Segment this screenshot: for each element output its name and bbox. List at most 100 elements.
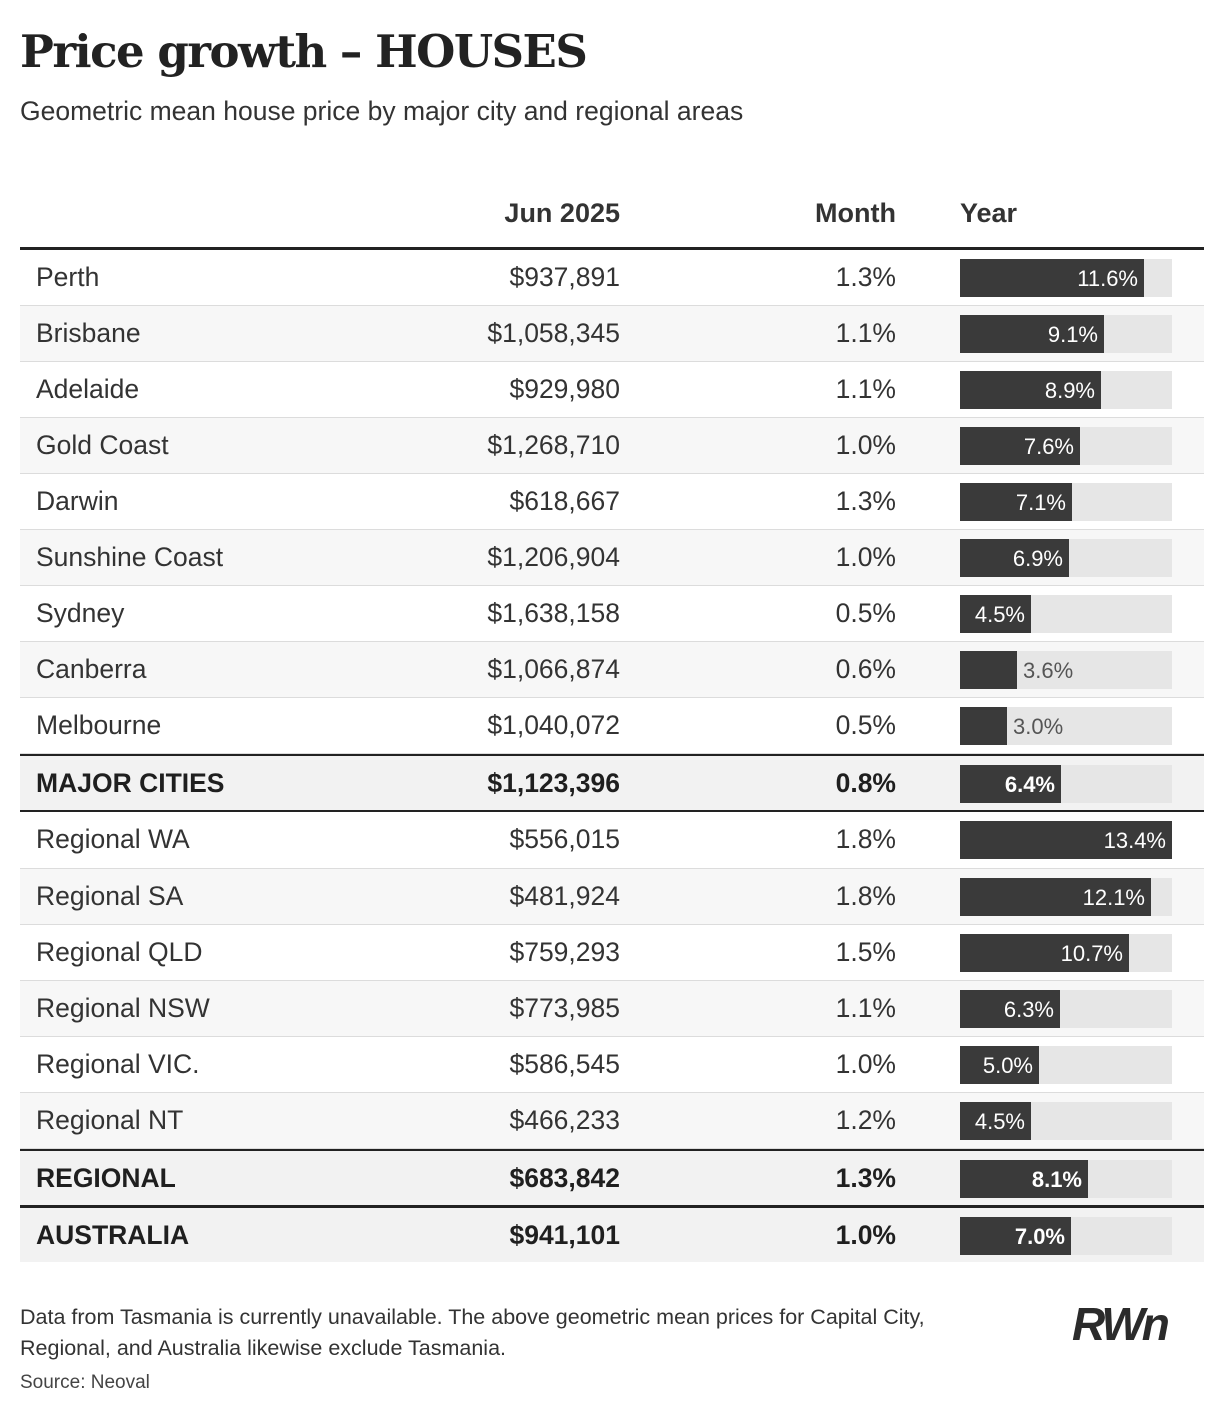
month-change-cell: 1.2% — [835, 1105, 896, 1135]
year-bar-track: 6.4% — [960, 765, 1172, 803]
row-label: Adelaide — [36, 374, 140, 404]
month-change-cell: 1.3% — [835, 1163, 896, 1193]
year-bar-track: 5.0% — [960, 1046, 1172, 1084]
year-bar-track: 12.1% — [960, 878, 1172, 916]
rwn-logo: RWn — [1072, 1298, 1172, 1346]
month-change-cell: 1.1% — [835, 374, 896, 404]
year-bar — [960, 707, 1007, 745]
price-cell: $773,985 — [509, 993, 620, 1023]
price-cell: $1,123,396 — [487, 768, 620, 798]
summary-row: REGIONAL $683,842 1.3% 8.1% — [20, 1149, 1204, 1205]
table-row: Regional SA $481,924 1.8% 12.1% — [20, 869, 1204, 925]
chart-subtitle: Geometric mean house price by major city… — [20, 96, 744, 126]
month-change-cell: 0.5% — [835, 598, 896, 628]
year-change-label: 12.1% — [1082, 885, 1145, 910]
row-label: AUSTRALIA — [36, 1220, 190, 1250]
summary-row: MAJOR CITIES $1,123,396 0.8% 6.4% — [20, 754, 1204, 810]
row-label: MAJOR CITIES — [36, 768, 225, 798]
table-row: Regional VIC. $586,545 1.0% 5.0% — [20, 1037, 1204, 1093]
price-cell: $941,101 — [509, 1220, 620, 1250]
row-label: Regional VIC. — [36, 1049, 200, 1079]
year-bar-track: 8.1% — [960, 1160, 1172, 1198]
year-bar — [960, 259, 1144, 297]
price-cell: $1,268,710 — [487, 430, 620, 460]
price-cell: $1,040,072 — [487, 710, 620, 740]
year-change-label: 6.4% — [1004, 772, 1055, 797]
year-bar — [960, 539, 1069, 577]
column-header-month: Month — [815, 198, 896, 228]
table-row: Gold Coast $1,268,710 1.0% 7.6% — [20, 418, 1204, 474]
month-change-cell: 0.8% — [835, 768, 896, 798]
month-change-cell: 1.3% — [835, 262, 896, 292]
column-header-year: Year — [960, 198, 1018, 228]
price-cell: $481,924 — [509, 881, 620, 911]
table-row: Melbourne $1,040,072 0.5% 3.0% — [20, 698, 1204, 754]
month-change-cell: 1.0% — [835, 542, 896, 572]
table-row: Adelaide $929,980 1.1% 8.9% — [20, 362, 1204, 418]
table-row: Perth $937,891 1.3% 11.6% — [20, 250, 1204, 306]
year-bar — [960, 990, 1060, 1028]
year-change-label: 3.0% — [1013, 714, 1064, 739]
data-table: Perth $937,891 1.3% 11.6% Brisbane $1,058,345… — [20, 250, 1204, 1262]
table-row: Darwin $618,667 1.3% 7.1% — [20, 474, 1204, 530]
year-change-label: 6.9% — [1012, 546, 1063, 571]
summary-row: AUSTRALIA $941,101 1.0% 7.0% — [20, 1205, 1204, 1262]
row-label: Darwin — [36, 486, 119, 516]
year-change-label: 4.5% — [974, 602, 1025, 627]
year-bar-track: 6.9% — [960, 539, 1172, 577]
year-bar — [960, 821, 1172, 859]
row-label: Regional QLD — [36, 937, 203, 967]
row-label: Sydney — [36, 598, 125, 628]
price-cell: $618,667 — [509, 486, 620, 516]
table-row: Sydney $1,638,158 0.5% 4.5% — [20, 586, 1204, 642]
year-change-label: 3.6% — [1023, 658, 1074, 683]
month-change-cell: 0.5% — [835, 710, 896, 740]
year-change-label: 7.0% — [1014, 1224, 1065, 1249]
year-change-label: 8.9% — [1044, 378, 1095, 403]
year-change-label: 8.1% — [1031, 1167, 1082, 1192]
year-bar — [960, 427, 1080, 465]
year-bar — [960, 1217, 1071, 1255]
row-label: Perth — [36, 262, 100, 292]
year-bar-track: 8.9% — [960, 371, 1172, 409]
row-label: Regional SA — [36, 881, 184, 911]
year-bar — [960, 934, 1129, 972]
year-change-label: 6.3% — [1003, 997, 1054, 1022]
price-cell: $937,891 — [509, 262, 620, 292]
year-bar — [960, 371, 1101, 409]
year-bar — [960, 1160, 1088, 1198]
month-change-cell: 0.6% — [835, 654, 896, 684]
month-change-cell: 1.1% — [835, 993, 896, 1023]
row-label: Melbourne — [36, 710, 162, 740]
year-bar — [960, 483, 1072, 521]
table-row: Brisbane $1,058,345 1.1% 9.1% — [20, 306, 1204, 362]
price-cell: $759,293 — [509, 937, 620, 967]
year-change-label: 4.5% — [974, 1109, 1025, 1134]
footnote: Data from Tasmania is currently unavaila… — [20, 1305, 925, 1360]
month-change-cell: 1.1% — [835, 318, 896, 348]
year-bar-track: 13.4% — [960, 821, 1172, 859]
year-bar-track: 3.6% — [960, 651, 1172, 689]
source-note: Source: Neoval — [20, 1372, 150, 1393]
year-bar-track: 6.3% — [960, 990, 1172, 1028]
price-cell: $929,980 — [509, 374, 620, 404]
row-label: Sunshine Coast — [36, 542, 224, 572]
year-bar-track: 7.0% — [960, 1217, 1172, 1255]
row-label: Brisbane — [36, 318, 141, 348]
month-change-cell: 1.0% — [835, 1220, 896, 1250]
price-cell: $556,015 — [509, 824, 620, 854]
month-change-cell: 1.3% — [835, 486, 896, 516]
row-label: Regional NT — [36, 1105, 184, 1135]
year-bar-track: 10.7% — [960, 934, 1172, 972]
logo-text: RWn — [1072, 1298, 1169, 1346]
year-bar-track: 7.6% — [960, 427, 1172, 465]
row-label: Canberra — [36, 654, 147, 684]
year-change-label: 10.7% — [1060, 941, 1123, 966]
year-change-label: 9.1% — [1047, 322, 1098, 347]
year-bar — [960, 878, 1151, 916]
price-cell: $683,842 — [509, 1163, 620, 1193]
row-label: Regional NSW — [36, 993, 210, 1023]
row-label: REGIONAL — [36, 1163, 176, 1193]
month-change-cell: 1.0% — [835, 430, 896, 460]
year-bar-track: 3.0% — [960, 707, 1172, 745]
